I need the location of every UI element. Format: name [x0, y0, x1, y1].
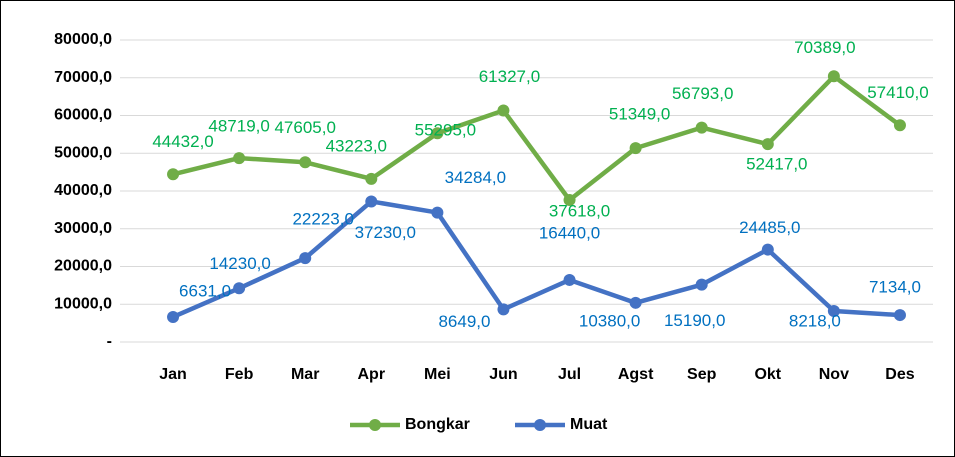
point	[893, 309, 906, 322]
data-label: 6631,0	[179, 281, 231, 300]
point	[695, 121, 708, 134]
point	[497, 303, 510, 316]
y-tick-label: -	[107, 333, 112, 350]
y-tick-label: 20000,0	[54, 258, 112, 275]
data-label: 16440,0	[539, 223, 600, 242]
point	[563, 193, 576, 206]
point	[365, 172, 378, 185]
y-tick-label: 70000,0	[54, 69, 112, 86]
x-tick-label: Okt	[754, 366, 781, 383]
data-label: 43223,0	[326, 136, 387, 155]
point	[629, 296, 642, 309]
point	[893, 119, 906, 132]
point	[167, 168, 180, 181]
data-label: 61327,0	[479, 67, 540, 86]
point	[563, 273, 576, 286]
data-label: 37230,0	[355, 223, 416, 242]
data-label: 15190,0	[664, 311, 725, 330]
data-label: 47605,0	[274, 118, 335, 137]
y-tick-label: 60000,0	[54, 107, 112, 124]
data-label: 70389,0	[794, 38, 855, 57]
data-label: 51349,0	[609, 105, 670, 124]
data-label: 44432,0	[152, 132, 213, 151]
point	[233, 282, 246, 295]
y-tick-label: 40000,0	[54, 182, 112, 199]
data-label: 14230,0	[209, 254, 270, 273]
x-tick-label: Nov	[819, 366, 849, 383]
data-label: 34284,0	[445, 168, 506, 187]
point	[827, 304, 840, 317]
x-tick-label: Agst	[618, 366, 654, 383]
x-tick-label: Mei	[424, 366, 451, 383]
x-tick-label: Feb	[225, 366, 254, 383]
data-label: 56793,0	[672, 84, 733, 103]
data-label: 57410,0	[867, 83, 928, 102]
data-label: 7134,0	[869, 278, 921, 297]
data-label: 48719,0	[208, 117, 269, 136]
point	[299, 156, 312, 169]
y-tick-label: 50000,0	[54, 144, 112, 161]
data-label: 52417,0	[746, 155, 807, 174]
x-tick-label: Jun	[489, 366, 517, 383]
point	[299, 252, 312, 265]
data-label: 8649,0	[438, 312, 490, 331]
data-label: 37618,0	[549, 201, 610, 220]
x-tick-label: Jan	[159, 366, 187, 383]
series-line	[172, 74, 902, 203]
x-tick-label: Sep	[687, 366, 717, 383]
x-tick-label: Apr	[358, 366, 386, 383]
point	[365, 195, 378, 208]
x-tick-label: Jul	[558, 366, 581, 383]
data-label: 24485,0	[739, 218, 800, 237]
legend-label: Muat	[570, 416, 608, 433]
y-tick-label: 30000,0	[54, 220, 112, 237]
y-tick-label: 80000,0	[54, 31, 112, 48]
y-tick-label: 10000,0	[54, 295, 112, 312]
point	[431, 127, 444, 140]
data-label: 55295,0	[415, 121, 476, 140]
data-label: 10380,0	[579, 311, 640, 330]
x-tick-label: Des	[885, 366, 914, 383]
data-label: 22223,0	[292, 210, 353, 229]
legend-marker	[534, 419, 546, 431]
series-line	[172, 199, 901, 320]
data-label: 8218,0	[789, 311, 841, 330]
point	[827, 70, 840, 83]
point	[233, 152, 246, 165]
point	[761, 138, 774, 151]
point	[695, 278, 708, 291]
point	[497, 104, 510, 117]
x-tick-label: Mar	[291, 366, 319, 383]
point	[431, 206, 444, 219]
point	[629, 142, 642, 155]
point	[761, 243, 774, 256]
legend-label: Bongkar	[405, 416, 470, 433]
legend-marker	[369, 419, 381, 431]
point	[167, 310, 180, 323]
